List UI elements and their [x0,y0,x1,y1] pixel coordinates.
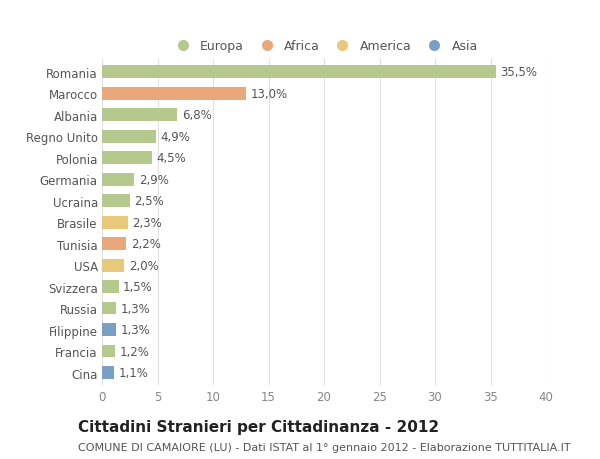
Bar [102,259,124,272]
Text: 2,5%: 2,5% [134,195,164,207]
Bar [102,88,247,101]
Legend: Europa, Africa, America, Asia: Europa, Africa, America, Asia [166,37,482,57]
Bar [102,109,178,122]
Text: 35,5%: 35,5% [500,66,538,79]
Text: 6,8%: 6,8% [182,109,212,122]
Bar [102,66,496,79]
Bar [102,280,119,293]
Bar [102,216,128,229]
Bar [102,324,116,336]
Bar [102,195,130,207]
Bar [102,345,115,358]
Text: 1,2%: 1,2% [120,345,149,358]
Bar [102,238,127,251]
Bar [102,302,116,315]
Text: 1,1%: 1,1% [119,366,149,379]
Text: 2,9%: 2,9% [139,173,169,186]
Text: 13,0%: 13,0% [251,88,288,101]
Text: Cittadini Stranieri per Cittadinanza - 2012: Cittadini Stranieri per Cittadinanza - 2… [78,419,439,434]
Text: COMUNE DI CAMAIORE (LU) - Dati ISTAT al 1° gennaio 2012 - Elaborazione TUTTITALI: COMUNE DI CAMAIORE (LU) - Dati ISTAT al … [78,442,571,452]
Text: 2,0%: 2,0% [128,259,158,272]
Text: 2,2%: 2,2% [131,238,161,251]
Bar [102,130,157,143]
Text: 1,5%: 1,5% [123,280,153,293]
Text: 4,5%: 4,5% [157,152,186,165]
Text: 4,9%: 4,9% [161,130,191,143]
Bar [102,174,134,186]
Bar [102,152,152,165]
Text: 2,3%: 2,3% [132,216,162,229]
Bar [102,366,114,379]
Text: 1,3%: 1,3% [121,323,151,336]
Text: 1,3%: 1,3% [121,302,151,315]
